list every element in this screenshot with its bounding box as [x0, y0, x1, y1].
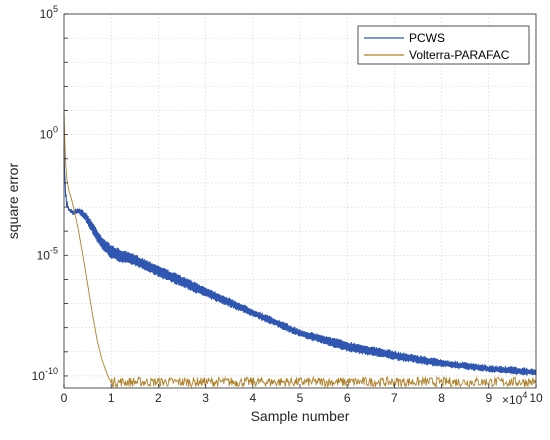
x-tick-label: 0	[61, 391, 68, 405]
x-tick-label: 2	[155, 391, 162, 405]
ticks: 0 1 2 3 4 5 6 7 8 9 10 105 100 10-5 10-10	[32, 4, 543, 405]
x-axis-label: Sample number	[251, 408, 350, 424]
x-tick-label: 6	[344, 391, 351, 405]
legend: PCWS Volterra-PARAFAC	[357, 25, 530, 65]
legend-label-pcws: PCWS	[409, 31, 445, 45]
x-tick-label: 5	[297, 391, 304, 405]
legend-label-volterra-parafac: Volterra-PARAFAC	[409, 48, 510, 62]
x-tick-label: 8	[438, 391, 445, 405]
x-tick-label: 1	[108, 391, 115, 405]
legend-box	[357, 25, 530, 65]
y-tick-label: 10-5	[37, 245, 58, 262]
series-pcws-line	[63, 146, 537, 376]
series-layer	[63, 110, 537, 389]
x-multiplier-label: ×104	[502, 390, 527, 407]
series-volterra-parafac-line	[63, 110, 537, 389]
x-tick-label: 7	[391, 391, 398, 405]
y-tick-label: 105	[40, 4, 58, 21]
y-tick-label: 100	[40, 125, 58, 142]
x-tick-label: 4	[249, 391, 256, 405]
x-tick-label: 9	[485, 391, 492, 405]
y-axis-label: square error	[5, 163, 21, 240]
x-tick-label: 10	[529, 391, 543, 405]
y-tick-label: 10-10	[32, 366, 58, 383]
x-tick-label: 3	[202, 391, 209, 405]
